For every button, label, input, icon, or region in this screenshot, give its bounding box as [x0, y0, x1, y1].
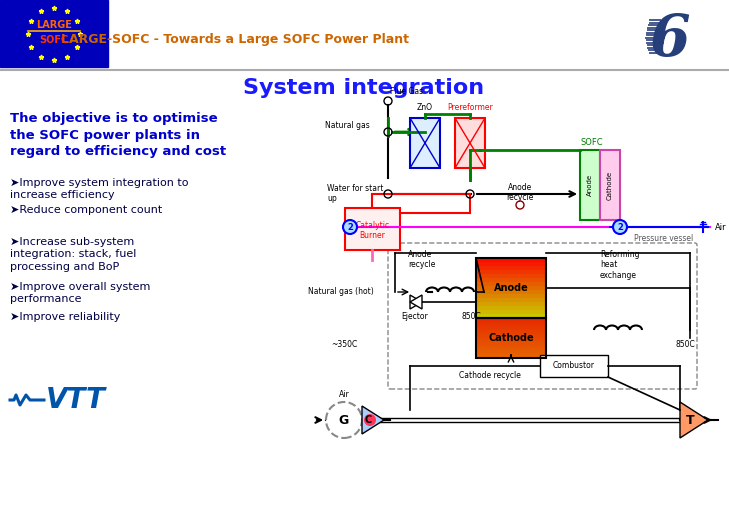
Text: 2: 2	[617, 223, 623, 232]
Text: The objective is to optimise
the SOFC power plants in
regard to efficiency and c: The objective is to optimise the SOFC po…	[10, 112, 226, 158]
Text: SOFC: SOFC	[581, 138, 604, 147]
Text: Anode
recycle: Anode recycle	[507, 183, 534, 202]
Bar	[476, 282, 546, 286]
Bar	[410, 118, 440, 168]
Text: Anode: Anode	[494, 283, 529, 293]
Text: Pressure vessel: Pressure vessel	[634, 234, 693, 243]
Bar	[476, 339, 546, 342]
Circle shape	[364, 414, 376, 426]
Bar	[476, 290, 546, 294]
Bar	[476, 298, 546, 302]
Bar	[476, 326, 546, 329]
Bar	[476, 321, 546, 323]
Bar	[476, 337, 546, 339]
Bar	[455, 118, 485, 168]
Text: Natural gas: Natural gas	[325, 121, 370, 130]
Bar	[476, 274, 546, 278]
Text: Flue Gas: Flue Gas	[390, 87, 423, 96]
Text: LARGE-SOFC - Towards a Large SOFC Power Plant: LARGE-SOFC - Towards a Large SOFC Power …	[61, 33, 409, 47]
Bar	[476, 310, 546, 314]
Text: Reforming
heat
exchange: Reforming heat exchange	[600, 250, 639, 280]
Bar	[476, 352, 546, 355]
Text: ➤Improve reliability: ➤Improve reliability	[10, 312, 120, 322]
Text: Natural gas (hot): Natural gas (hot)	[308, 287, 374, 296]
Text: ➤Improve overall system
performance: ➤Improve overall system performance	[10, 282, 150, 304]
Bar	[476, 270, 546, 274]
Bar	[476, 350, 546, 352]
Bar	[476, 355, 546, 358]
Bar	[476, 318, 546, 358]
Bar	[476, 278, 546, 282]
Bar	[476, 306, 546, 310]
Polygon shape	[680, 402, 708, 438]
Text: LARGE: LARGE	[36, 20, 72, 30]
Text: Air: Air	[715, 223, 727, 232]
Text: Ejector: Ejector	[402, 312, 429, 321]
Text: Anode: Anode	[587, 174, 593, 196]
Polygon shape	[410, 295, 422, 309]
Text: Cathode: Cathode	[607, 171, 613, 200]
Bar	[345, 208, 400, 250]
Bar	[0, 0, 108, 67]
Text: ➤Reduce component count: ➤Reduce component count	[10, 205, 163, 215]
Bar	[476, 334, 546, 337]
Bar	[476, 331, 546, 334]
Text: SOFC: SOFC	[39, 35, 69, 45]
Text: ➤Improve system integration to
increase efficiency: ➤Improve system integration to increase …	[10, 178, 189, 200]
Bar	[476, 329, 546, 331]
Bar	[476, 302, 546, 306]
Bar	[476, 318, 546, 321]
Bar	[580, 150, 600, 220]
Bar	[476, 266, 546, 270]
Bar	[540, 355, 608, 377]
Circle shape	[343, 220, 357, 234]
Bar	[476, 344, 546, 347]
Text: Combustor: Combustor	[553, 361, 595, 370]
Text: Anode
recycle: Anode recycle	[408, 250, 435, 269]
Text: Cathode: Cathode	[488, 333, 534, 343]
Bar	[476, 347, 546, 350]
Circle shape	[326, 402, 362, 438]
Text: Catalytic: Catalytic	[356, 222, 389, 231]
Text: 6: 6	[650, 12, 690, 68]
Polygon shape	[362, 406, 384, 434]
Bar	[476, 342, 546, 344]
Text: G: G	[339, 413, 349, 427]
Text: ~350C: ~350C	[331, 340, 357, 349]
Bar	[476, 294, 546, 298]
Text: Cathode recycle: Cathode recycle	[459, 371, 521, 380]
Text: Burner: Burner	[359, 231, 386, 240]
Polygon shape	[410, 295, 422, 309]
Bar	[476, 323, 546, 326]
Text: 850C: 850C	[675, 340, 695, 349]
Text: T: T	[686, 413, 694, 427]
Text: Prereformer: Prereformer	[447, 103, 493, 112]
Text: Water for start
up: Water for start up	[327, 184, 383, 204]
Text: ZnO: ZnO	[417, 103, 433, 112]
Text: C: C	[364, 415, 372, 425]
Bar	[600, 150, 620, 220]
Text: 850C: 850C	[462, 312, 482, 321]
Text: Air: Air	[339, 390, 349, 399]
Bar	[476, 314, 546, 318]
Bar	[476, 258, 546, 318]
Text: ➤Increase sub-system
integration: stack, fuel
processing and BoP: ➤Increase sub-system integration: stack,…	[10, 237, 136, 272]
Text: System integration: System integration	[243, 78, 485, 98]
Circle shape	[613, 220, 627, 234]
Bar	[476, 286, 546, 290]
Bar	[476, 258, 546, 262]
Bar	[476, 262, 546, 266]
Text: 2: 2	[347, 223, 353, 232]
Text: VTT: VTT	[46, 386, 106, 414]
